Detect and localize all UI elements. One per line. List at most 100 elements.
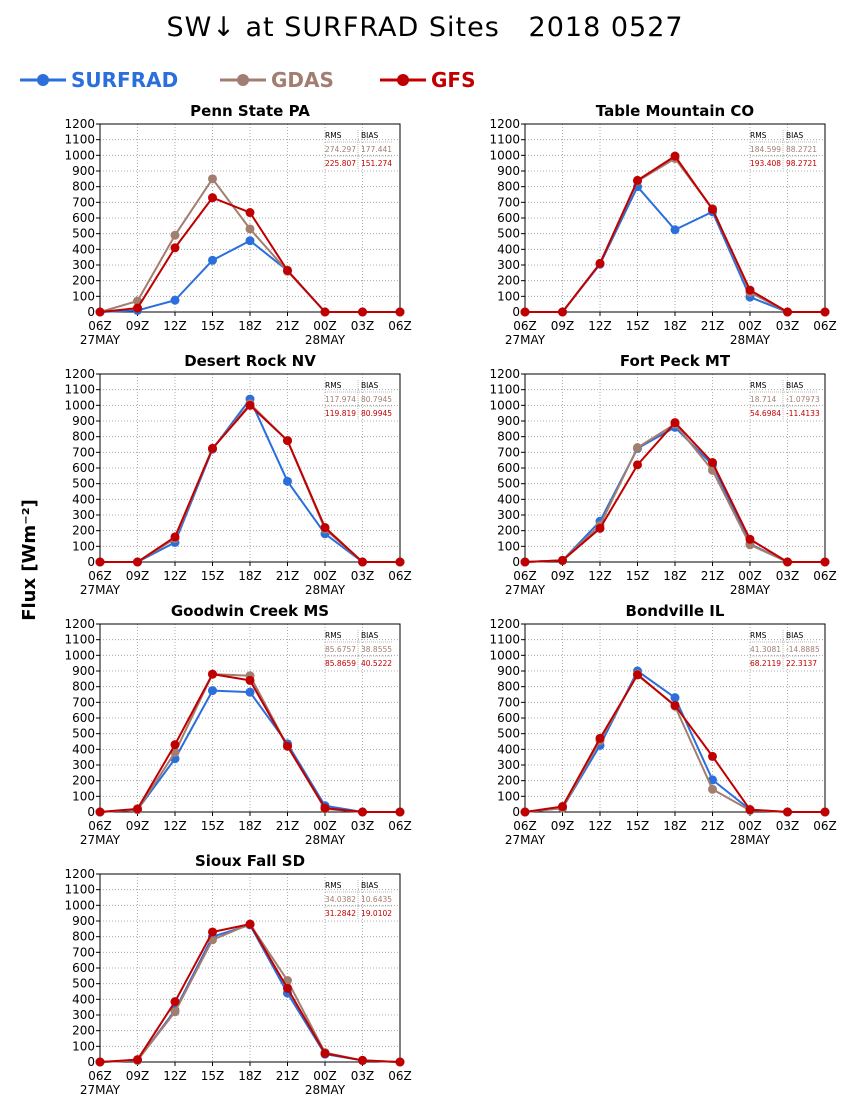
data-point-gfs (170, 243, 180, 253)
chart-title: Bondville IL (626, 602, 725, 620)
x-tick-label: 18Z (663, 319, 687, 333)
data-point-gfs (95, 307, 105, 317)
x-date-label: 27MAY (80, 1083, 121, 1097)
y-tick-label: 500 (72, 977, 95, 991)
y-tick-label: 1100 (489, 383, 520, 397)
data-point-gfs (558, 555, 567, 565)
stats-header-rms: RMS (325, 881, 342, 890)
x-tick-label: 00Z (738, 569, 762, 583)
series-line-gfs (99, 923, 401, 1063)
y-tick-label: 300 (497, 258, 520, 272)
x-date-label: 28MAY (305, 583, 346, 597)
data-point-surfrad (670, 225, 680, 235)
data-point-surfrad (283, 476, 292, 486)
x-tick-label: 18Z (238, 319, 262, 333)
x-tick-label: 15Z (626, 319, 650, 333)
data-point-gfs (170, 532, 180, 542)
x-date-label: 27MAY (505, 583, 546, 597)
y-tick-label: 300 (72, 1008, 95, 1022)
y-tick-label: 400 (72, 742, 95, 756)
y-tick-label: 300 (72, 258, 95, 272)
y-tick-label: 400 (497, 742, 520, 756)
x-tick-label: 15Z (626, 569, 650, 583)
y-tick-label: 700 (497, 195, 520, 209)
data-point-gfs (670, 700, 680, 710)
y-tick-label: 1100 (64, 883, 95, 897)
x-tick-label: 09Z (551, 569, 575, 583)
data-point-gfs (670, 418, 680, 428)
y-tick-label: 100 (72, 1039, 95, 1053)
x-tick-label: 06Z (513, 319, 537, 333)
y-tick-label: 1000 (64, 398, 95, 412)
data-point-gfs (320, 1048, 330, 1058)
data-point-gfs (208, 669, 217, 679)
x-date-label: 28MAY (730, 583, 771, 597)
data-point-gfs (245, 675, 255, 685)
stats-gfs-rms: 31.2842 (325, 909, 356, 918)
y-tick-label: 100 (497, 789, 520, 803)
data-point-gfs (820, 557, 830, 567)
legend-item-gdas: GDAS (218, 66, 334, 94)
stats-header-rms: RMS (750, 381, 767, 390)
y-tick-label: 1100 (64, 383, 95, 397)
x-tick-label: 00Z (313, 819, 337, 833)
stats-gfs-bias: 22.3137 (786, 659, 817, 668)
figure-title: SW↓ at SURFRAD Sites 2018 0527 (166, 12, 684, 43)
y-tick-label: 300 (497, 508, 520, 522)
data-point-surfrad (208, 255, 217, 265)
x-tick-label: 09Z (551, 319, 575, 333)
y-tick-label: 100 (72, 289, 95, 303)
stats-gdas-bias: 10.6435 (361, 895, 392, 904)
x-tick-label: 21Z (276, 1069, 300, 1083)
y-tick-label: 900 (497, 414, 520, 428)
stats-header-bias: BIAS (786, 131, 803, 140)
x-tick-label: 06Z (88, 569, 112, 583)
data-point-gfs (95, 807, 105, 817)
data-point-surfrad (170, 295, 180, 305)
y-tick-label: 500 (72, 727, 95, 741)
y-tick-label: 600 (497, 211, 520, 225)
stats-gfs-bias: 98.2721 (786, 159, 817, 168)
data-point-gfs (320, 307, 330, 317)
stats-gdas-bias: -1.07973 (786, 395, 820, 404)
stats-gfs-rms: 119.819 (325, 409, 356, 418)
y-tick-label: 900 (72, 414, 95, 428)
y-tick-label: 1200 (64, 617, 95, 631)
stats-gfs-bias: -11.4133 (786, 409, 820, 418)
legend-swatch-surfrad (20, 74, 66, 86)
x-date-label: 27MAY (505, 833, 546, 847)
stats-gfs-rms: 54.6984 (750, 409, 781, 418)
stats-header-bias: BIAS (361, 131, 378, 140)
x-tick-label: 21Z (701, 319, 725, 333)
data-point-gfs (783, 807, 792, 817)
data-point-gfs (595, 733, 605, 743)
data-point-gfs (170, 997, 180, 1007)
y-tick-label: 0 (512, 555, 520, 569)
y-tick-label: 300 (72, 508, 95, 522)
y-tick-label: 800 (497, 430, 520, 444)
stats-gfs-rms: 225.807 (325, 159, 356, 168)
x-tick-label: 03Z (351, 569, 375, 583)
x-tick-label: 21Z (701, 819, 725, 833)
data-point-gfs (633, 175, 642, 185)
x-tick-label: 21Z (701, 569, 725, 583)
x-tick-label: 15Z (201, 319, 225, 333)
y-tick-label: 900 (497, 664, 520, 678)
x-tick-label: 21Z (276, 319, 300, 333)
stats-header-bias: BIAS (361, 881, 378, 890)
y-tick-label: 700 (497, 445, 520, 459)
y-tick-label: 1000 (489, 148, 520, 162)
legend-item-surfrad: SURFRAD (18, 66, 178, 94)
data-point-gfs (595, 258, 605, 268)
x-tick-label: 03Z (351, 819, 375, 833)
x-date-label: 28MAY (305, 333, 346, 347)
data-point-gfs (283, 265, 292, 275)
stats-header-rms: RMS (325, 631, 342, 640)
y-tick-label: 500 (72, 227, 95, 241)
data-point-gfs (283, 436, 292, 446)
x-tick-label: 15Z (201, 1069, 225, 1083)
y-tick-label: 600 (72, 211, 95, 225)
data-point-gdas (708, 784, 717, 794)
y-tick-label: 1000 (64, 148, 95, 162)
data-point-gfs (95, 557, 105, 567)
